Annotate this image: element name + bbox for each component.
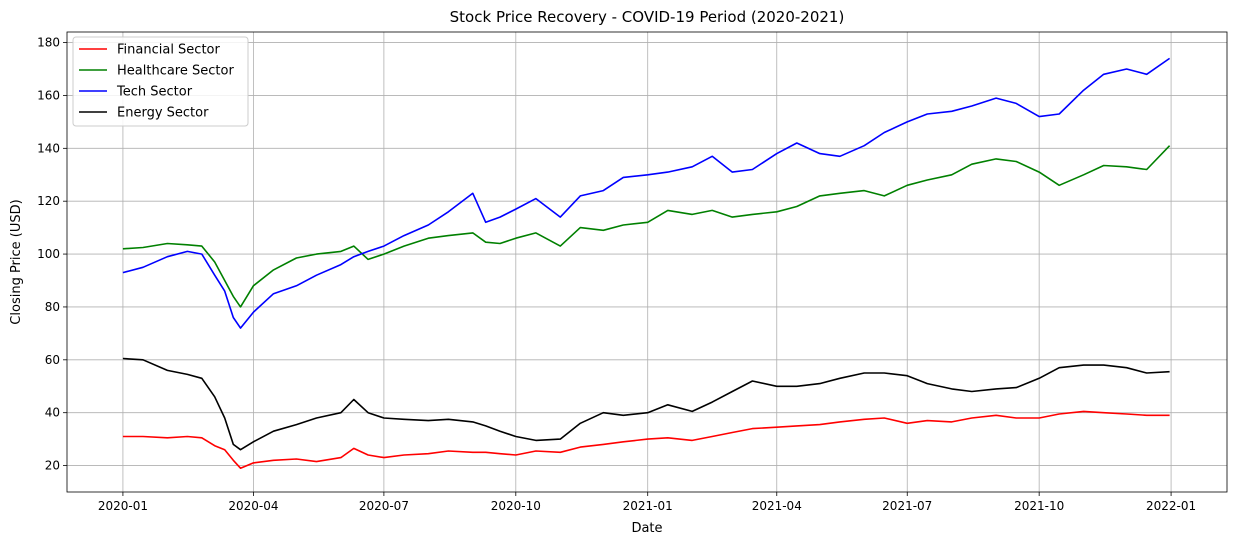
grid-lines (67, 32, 1227, 492)
legend-label: Energy Sector (117, 106, 209, 121)
y-axis: 20 40 60 80 100 120 140 160 180 (37, 36, 67, 473)
legend-label: Tech Sector (116, 85, 193, 100)
x-tick-label: 2020-07 (359, 499, 409, 513)
x-tick-label: 2021-04 (752, 499, 802, 513)
legend-box (72, 36, 249, 127)
legend-label: Healthcare Sector (117, 64, 234, 79)
x-axis: 2020-01 2020-04 2020-07 2020-10 2021-01 2021-… (98, 492, 1196, 513)
y-tick-label: 180 (37, 36, 60, 50)
legend: Financial Sector Healthcare Sector Tech Se… (72, 36, 249, 127)
y-tick-label: 80 (45, 300, 60, 314)
series-line-2 (122, 145, 1171, 308)
x-tick-label: 2020-01 (98, 499, 148, 513)
x-tick-label: 2020-04 (228, 499, 278, 513)
series-line-1 (122, 410, 1170, 470)
series-layer (122, 57, 1171, 470)
x-tick-label: 2021-07 (882, 499, 932, 513)
y-tick-label: 160 (37, 88, 60, 102)
series-line-4 (122, 357, 1170, 451)
y-tick-label: 120 (37, 194, 60, 208)
x-tick-label: 2022-01 (1146, 499, 1196, 513)
y-tick-label: 40 (45, 406, 60, 420)
y-tick-label: 20 (45, 459, 60, 473)
x-tick-label: 2020-10 (491, 499, 541, 513)
y-tick-label: 140 (37, 141, 60, 155)
x-axis-title: Date (631, 521, 662, 536)
plot-frame (66, 31, 1228, 493)
y-tick-label: 60 (45, 353, 60, 367)
y-axis-title: Closing Price (USD) (9, 199, 24, 324)
x-tick-label: 2021-10 (1014, 499, 1064, 513)
x-tick-label: 2021-01 (623, 499, 673, 513)
series-line-3 (122, 57, 1171, 329)
legend-label: Financial Sector (117, 43, 221, 58)
chart-title: Stock Price Recovery - COVID-19 Period (… (450, 8, 845, 26)
y-tick-label: 100 (37, 247, 60, 261)
